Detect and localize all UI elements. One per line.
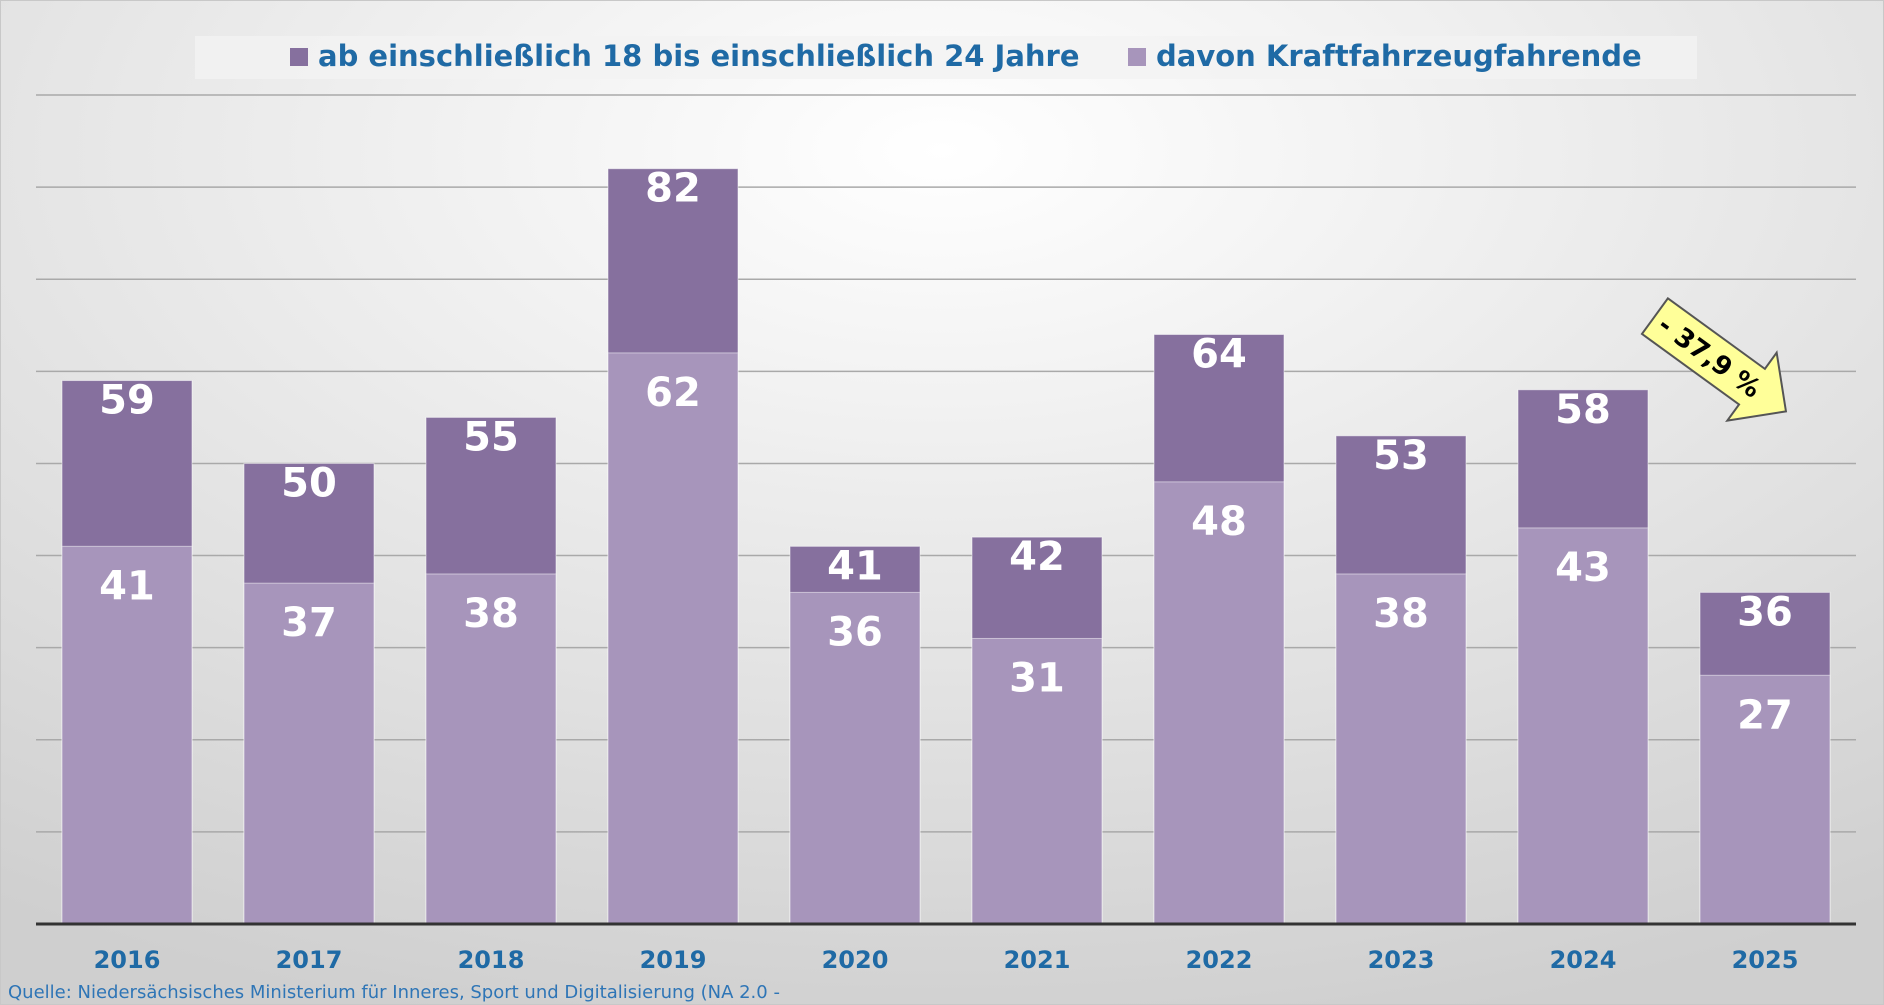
bar: [1699, 674, 1831, 925]
data-label: 36: [1737, 589, 1793, 635]
bar: [1335, 573, 1467, 925]
legend-label: davon Kraftfahrzeugfahrende: [1156, 39, 1642, 73]
bar: [789, 591, 921, 925]
data-label: 36: [827, 609, 883, 655]
data-label: 55: [463, 414, 519, 460]
legend-box: [195, 36, 1697, 79]
data-label: 38: [1373, 591, 1429, 637]
x-tick-label: 2023: [1368, 946, 1435, 974]
bar: [61, 545, 193, 925]
x-tick-label: 2022: [1186, 946, 1253, 974]
bar: [1153, 481, 1285, 925]
data-label: 31: [1009, 655, 1065, 701]
bar: [607, 352, 739, 925]
data-label: 82: [645, 166, 701, 212]
bar: [243, 582, 375, 925]
legend-swatch: [1128, 48, 1146, 66]
data-label: 53: [1373, 433, 1429, 479]
data-label: 48: [1191, 499, 1247, 545]
data-label: 50: [281, 460, 337, 506]
plot-area: 59 41 2016 50 37 2017 55 38 2018 82 62 2019 41 36 2020…: [36, 94, 1856, 974]
data-label: 41: [827, 543, 883, 589]
data-label: 58: [1555, 387, 1611, 433]
x-tick-label: 2020: [822, 946, 889, 974]
x-tick-label: 2021: [1004, 946, 1071, 974]
x-tick-label: 2016: [94, 946, 161, 974]
x-tick-label: 2018: [458, 946, 525, 974]
legend-swatch: [290, 48, 308, 66]
bar: [971, 637, 1103, 925]
bar: [1517, 527, 1649, 925]
bar: [425, 573, 557, 925]
x-tick-label: 2025: [1732, 946, 1799, 974]
source: Quelle: Niedersächsisches Ministerium fü…: [8, 982, 780, 1003]
data-label: 43: [1555, 545, 1611, 591]
data-label: 27: [1737, 692, 1793, 738]
legend-label: ab einschließlich 18 bis einschließlich …: [318, 39, 1080, 73]
x-tick-label: 2019: [640, 946, 707, 974]
x-tick-label: 2024: [1550, 946, 1617, 974]
data-label: 59: [99, 378, 155, 424]
data-label: 42: [1009, 534, 1065, 580]
data-label: 41: [99, 563, 155, 609]
data-label: 37: [281, 600, 337, 646]
data-label: 64: [1191, 331, 1247, 377]
data-label: 38: [463, 591, 519, 637]
data-label: 62: [645, 370, 701, 416]
arrow-shape: [1640, 296, 1788, 423]
x-tick-label: 2017: [276, 946, 343, 974]
